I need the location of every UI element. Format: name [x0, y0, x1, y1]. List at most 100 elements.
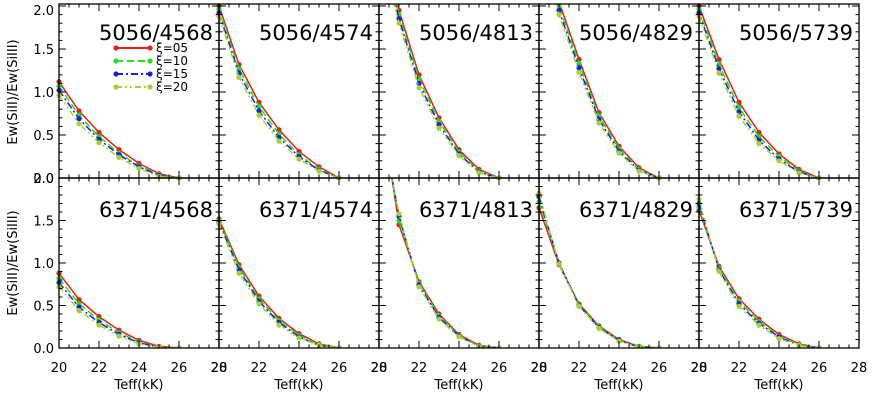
series-line	[218, 221, 340, 348]
data-point	[276, 138, 282, 144]
data-point	[736, 303, 742, 309]
panel-label: 6371/4574	[259, 198, 373, 222]
x-tick-label: 26	[491, 361, 508, 376]
y-tick-label: 1.0	[33, 257, 54, 272]
x-tick-label: 28	[211, 361, 228, 376]
y-tick-label: 0.0	[33, 342, 54, 357]
data-point	[596, 325, 602, 331]
x-tick-label: 26	[171, 361, 188, 376]
x-tick-label: 24	[131, 361, 148, 376]
x-tick-label: 22	[731, 361, 748, 376]
x-tick-label: 28	[851, 361, 868, 376]
data-point	[716, 56, 722, 62]
y-tick-label: 2.0	[33, 172, 54, 187]
x-tick-label: 22	[91, 361, 108, 376]
axis-ticks	[58, 4, 860, 349]
x-tick-label: 22	[251, 361, 268, 376]
data-point	[76, 116, 82, 122]
x-tick-label: 20	[51, 361, 68, 376]
data-point	[296, 335, 302, 341]
data-point	[716, 70, 722, 76]
data-point	[96, 322, 102, 328]
panel-label: 6371/4568	[99, 198, 213, 222]
data-point	[256, 301, 262, 307]
y-axis-title: Ew(SiII)/Ew(SiIII)	[6, 210, 21, 315]
y-tick-label: 0.0	[33, 172, 54, 187]
data-point	[736, 104, 742, 111]
data-point	[316, 168, 322, 174]
legend-marker	[147, 45, 153, 51]
data-point	[116, 333, 122, 339]
panel-label: 6371/5739	[739, 198, 853, 222]
y-axis-title: Ew(SiII)/Ew(SiIII)	[6, 39, 21, 144]
y-tick-label: 1.5	[33, 215, 54, 230]
data-point	[776, 158, 782, 164]
x-tick-label: 20	[211, 361, 228, 376]
data-point	[256, 108, 262, 114]
x-tick-label: 24	[291, 361, 308, 376]
data-point	[616, 150, 622, 156]
x-axis-title: Teff(kK)	[754, 378, 804, 393]
data-point	[776, 336, 782, 342]
panel-6371-4574-marks	[216, 216, 342, 348]
data-point	[276, 322, 282, 328]
legend-label: ξ=20	[156, 80, 188, 94]
panel-label: 6371/4829	[579, 198, 693, 222]
data-point	[136, 165, 142, 172]
legend-label: ξ=15	[156, 67, 188, 81]
legend-label: ξ=05	[156, 41, 188, 55]
data-point	[436, 125, 442, 131]
x-tick-label: 20	[531, 361, 548, 376]
series-line	[58, 81, 180, 179]
x-tick-label: 24	[451, 361, 468, 376]
legend-marker	[147, 58, 153, 64]
panel-5056-4813-marks	[393, 4, 502, 180]
data-point	[396, 211, 402, 217]
y-tick-label: 0.5	[33, 129, 54, 144]
data-point	[556, 261, 562, 267]
series-line	[58, 85, 180, 179]
data-point	[236, 270, 242, 276]
y-tick-label: 0.5	[33, 300, 54, 315]
series-line	[218, 218, 340, 348]
data-point	[76, 297, 82, 303]
data-point	[256, 112, 262, 118]
x-axis-title: Teff(kK)	[594, 378, 644, 393]
data-point	[436, 316, 442, 322]
series-line	[218, 223, 340, 348]
panel-5056-4568-marks	[56, 79, 182, 180]
data-point	[796, 170, 802, 176]
data-point	[76, 308, 82, 314]
panel-label: 5056/4568	[99, 21, 213, 45]
legend-marker	[147, 71, 153, 77]
x-tick-label: 26	[811, 361, 828, 376]
data-point	[116, 154, 122, 160]
legend-marker	[113, 58, 119, 64]
legend: ξ=05ξ=10ξ=15ξ=20	[113, 41, 188, 94]
x-tick-label: 26	[331, 361, 348, 376]
data-point	[236, 74, 242, 80]
panel-label: 5056/4829	[579, 21, 693, 45]
data-point	[636, 168, 642, 174]
x-axis-title: Teff(kK)	[114, 378, 164, 393]
data-point	[716, 268, 722, 275]
x-tick-label: 28	[691, 361, 708, 376]
data-point	[756, 141, 762, 147]
x-axis-title: Teff(kK)	[274, 378, 324, 393]
data-point	[96, 129, 102, 135]
data-point	[736, 113, 742, 119]
data-point	[76, 108, 82, 114]
panel-label: 5056/4813	[419, 21, 533, 45]
x-tick-label: 26	[651, 361, 668, 376]
series-line	[58, 89, 180, 179]
data-point	[756, 322, 762, 328]
legend-marker	[113, 45, 119, 51]
panel-label: 6371/4813	[419, 198, 533, 222]
x-tick-label: 22	[411, 361, 428, 376]
data-point	[596, 120, 602, 126]
data-point	[256, 104, 262, 110]
legend-marker	[113, 71, 119, 77]
panel-label: 5056/4574	[259, 21, 373, 45]
y-tick-label: 1.0	[33, 86, 54, 101]
